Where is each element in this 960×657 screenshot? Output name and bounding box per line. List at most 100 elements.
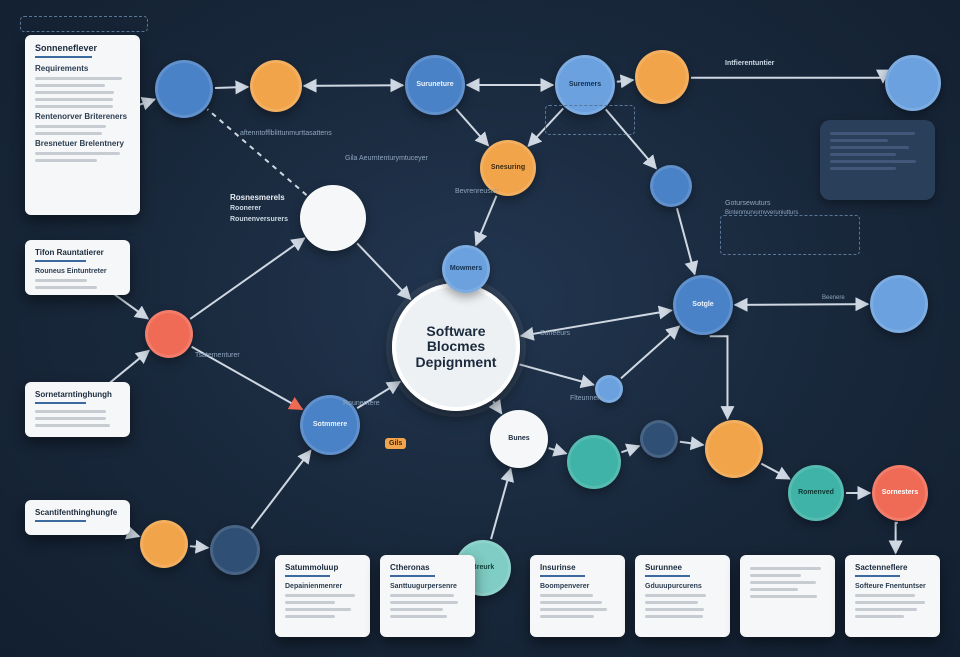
- card-subtitle: Rentenorver Britereners: [35, 112, 130, 121]
- card-textline: [830, 132, 915, 135]
- node-label: Breurk: [472, 564, 495, 572]
- card-textline: [390, 594, 454, 597]
- node-label: Snesuring: [491, 164, 525, 172]
- node-n3: Suruneture: [405, 55, 465, 115]
- edge: [621, 326, 679, 378]
- card-textline: [830, 146, 909, 149]
- card-textline: [390, 615, 447, 618]
- card-textline: [750, 595, 817, 598]
- card-textline: [35, 286, 97, 289]
- edge: [549, 448, 567, 453]
- card-textline: [35, 132, 102, 135]
- node-n5: [635, 50, 689, 104]
- card-subtitle: Rouneus Eintuntreter: [35, 268, 120, 275]
- floating-label: Gotursewuturs: [725, 200, 771, 207]
- floating-label: Tsatementurer: [195, 352, 240, 359]
- card-textline: [540, 608, 607, 611]
- card-textline: [750, 574, 801, 577]
- edge: [520, 364, 594, 384]
- card-title: Sactenneflere: [855, 563, 930, 572]
- card-title: Ctheronas: [390, 563, 465, 572]
- card-textline: [855, 601, 925, 604]
- floating-label: Suneeurs: [540, 330, 570, 337]
- floating-label: aftenntofflblittunmurttasattens: [240, 130, 332, 137]
- edge: [677, 208, 695, 274]
- node-n12: [145, 310, 193, 358]
- edge: [617, 80, 633, 82]
- center-node-label: SoftwareBlocmesDepignment: [416, 324, 497, 370]
- card-c5: RosnesmerelsRoonererRounenversurers: [220, 185, 298, 247]
- node-label: Suruneture: [416, 81, 453, 89]
- dashed-box: [720, 215, 860, 255]
- node-label: Suremers: [569, 81, 601, 89]
- card-c3: Sornetarntinghungh: [25, 382, 130, 437]
- node-n7: [300, 185, 366, 251]
- card-c10: SurunneeGduuupurcurens: [635, 555, 730, 637]
- card-textline: [645, 615, 703, 618]
- node-n18: [140, 520, 188, 568]
- edge: [190, 238, 304, 319]
- card-textline: [35, 98, 113, 101]
- card-subtitle: Rounenversurers: [230, 216, 288, 223]
- card-textline: [35, 279, 87, 282]
- node-n17: [705, 420, 763, 478]
- card-textline: [285, 608, 351, 611]
- card-title: Scantifenthinghungfe: [35, 508, 120, 517]
- card-subtitle: Boompenverer: [540, 583, 615, 590]
- card-textline: [855, 594, 915, 597]
- card-rule: [390, 575, 435, 577]
- card-title: Sornetarntinghungh: [35, 390, 120, 399]
- card-c11: [740, 555, 835, 637]
- card-textline: [540, 615, 594, 618]
- card-textline: [855, 608, 917, 611]
- node-n24: [885, 55, 941, 111]
- card-title: Sonneneflever: [35, 43, 130, 53]
- floating-label: Rounentere: [343, 400, 380, 407]
- node-label: Bunes: [508, 435, 529, 443]
- card-textline: [390, 601, 458, 604]
- card-c12: SactenneflereSofteure Fnentuntser: [845, 555, 940, 637]
- card-textline: [645, 601, 698, 604]
- card-textline: [35, 417, 106, 420]
- card-c9: InsurinseBoompenverer: [530, 555, 625, 637]
- node-n21: Romenved: [788, 465, 844, 521]
- edge: [215, 87, 248, 88]
- floating-label: Intfierentuntier: [725, 60, 774, 67]
- card-subtitle: Bresnetuer Brelentnery: [35, 139, 130, 148]
- dashed-box: [20, 16, 148, 32]
- card-c4: Scantifenthinghungfe: [25, 500, 130, 535]
- card-textline: [35, 125, 106, 128]
- card-subtitle: Santtuugurpersenre: [390, 583, 465, 590]
- card-rule: [645, 575, 690, 577]
- node-n15: [567, 435, 621, 489]
- card-textline: [830, 160, 916, 163]
- node-n8: [650, 165, 692, 207]
- edge: [493, 401, 501, 413]
- card-rule: [35, 56, 92, 58]
- card-c6: [820, 120, 935, 200]
- card-c2: Tifon RauntatiererRouneus Eintuntreter: [25, 240, 130, 295]
- edge: [251, 450, 310, 528]
- card-textline: [540, 594, 593, 597]
- floating-label: Gils: [385, 438, 406, 449]
- card-textline: [750, 588, 798, 591]
- card-c7: SatummoluupDepainienmenrer: [275, 555, 370, 637]
- card-rule: [35, 402, 86, 404]
- node-n14: Bunes: [490, 410, 548, 468]
- node-label: Sotgle: [692, 301, 713, 309]
- edge: [304, 85, 403, 86]
- edge: [761, 464, 789, 479]
- edge: [621, 446, 639, 452]
- card-subtitle: Depainienmenrer: [285, 583, 360, 590]
- node-label: Mowmers: [450, 265, 482, 273]
- card-textline: [645, 594, 706, 597]
- card-textline: [35, 424, 110, 427]
- dashed-box: [545, 105, 635, 135]
- edge: [456, 109, 488, 145]
- floating-label: Flteunners: [570, 395, 603, 402]
- card-subtitle: Gduuupurcurens: [645, 583, 720, 590]
- card-rule: [855, 575, 900, 577]
- card-subtitle: Requirements: [35, 64, 130, 73]
- card-subtitle: Roonerer: [230, 205, 288, 212]
- floating-label: Bintenmurvurnvveruniutturs: [725, 210, 798, 216]
